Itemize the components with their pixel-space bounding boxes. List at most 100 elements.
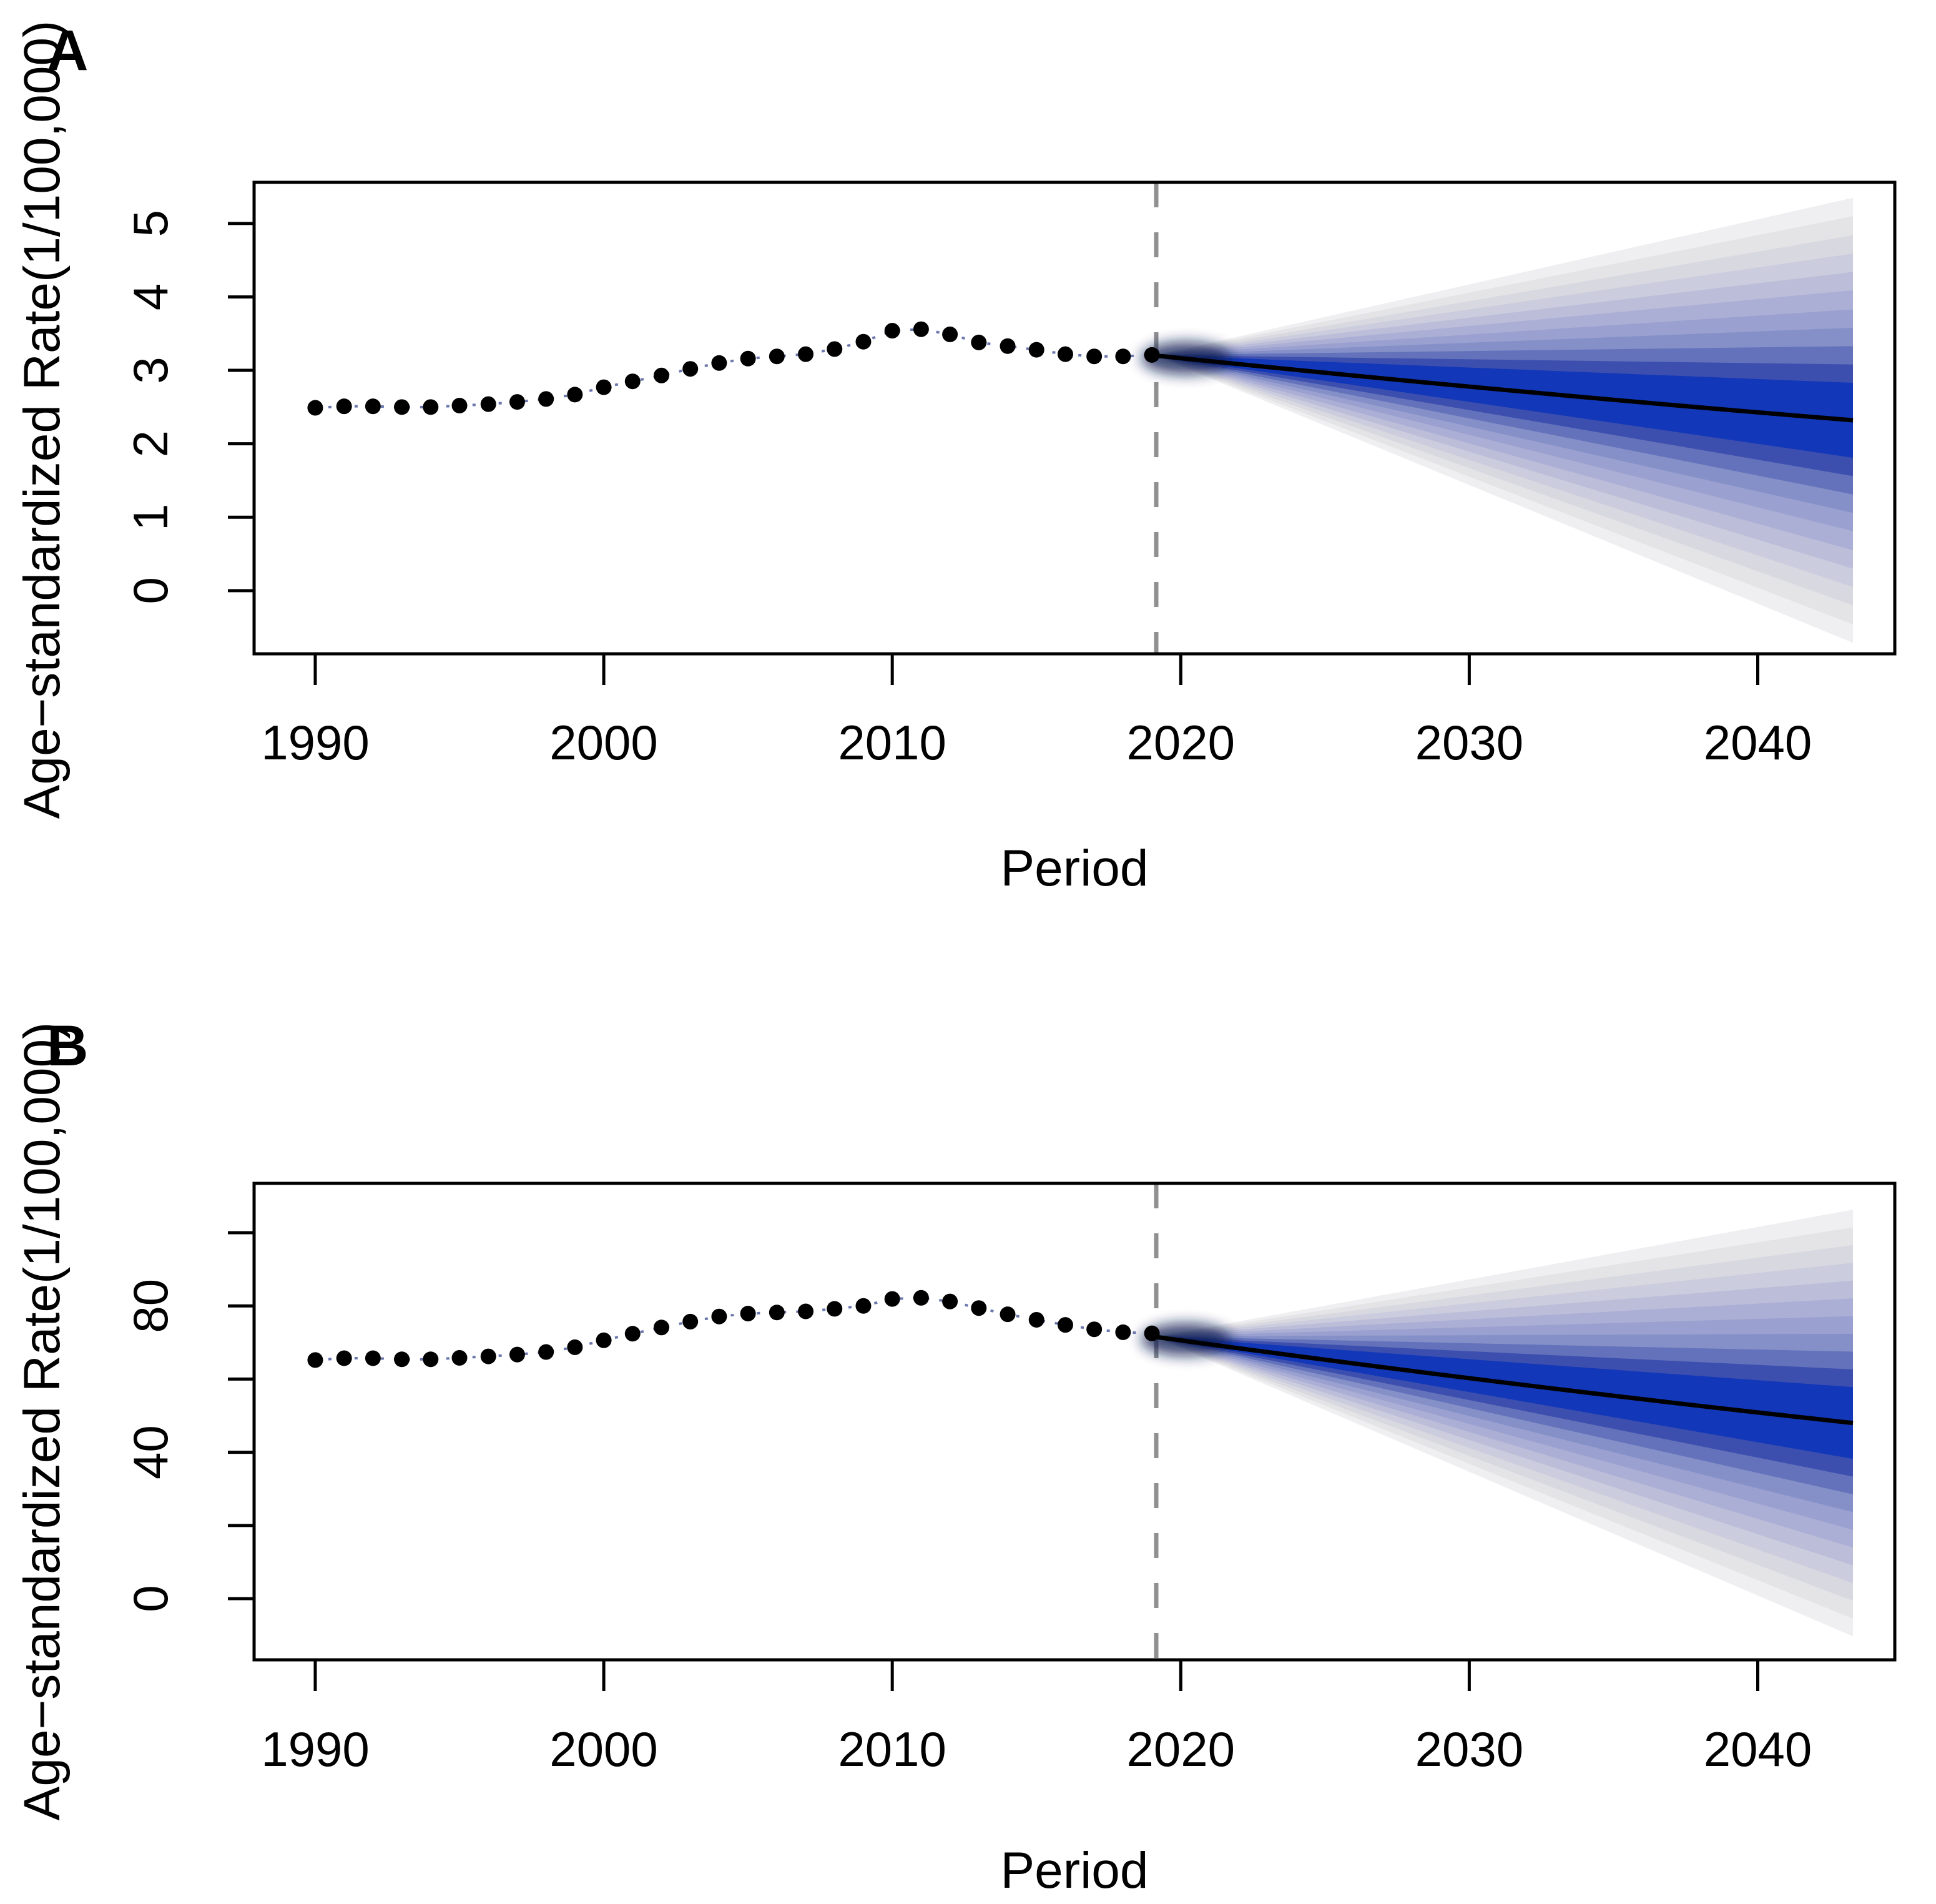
x-tick-label: 2000 <box>549 715 658 770</box>
data-point <box>913 1290 929 1306</box>
data-point <box>596 379 612 395</box>
data-point <box>884 323 900 339</box>
y-tick-label: 1 <box>123 504 178 531</box>
panel-b: B Age−standardized Rate(1/100,000) Perio… <box>14 1014 1897 1899</box>
data-point <box>711 355 727 371</box>
y-tick-label: 0 <box>123 1585 178 1612</box>
plot-box <box>252 1181 1897 1662</box>
data-point <box>798 1303 814 1319</box>
data-point <box>538 1344 554 1360</box>
median-projection-line <box>1156 353 1854 423</box>
data-point <box>307 1352 323 1368</box>
data-point <box>971 1300 987 1316</box>
data-point <box>1086 348 1103 365</box>
x-tick-label: 1990 <box>261 1722 370 1777</box>
data-point <box>509 394 525 410</box>
data-point <box>740 1306 756 1322</box>
x-tick-label: 1990 <box>261 715 370 770</box>
x-tick-label: 2010 <box>838 1722 946 1777</box>
data-point <box>365 398 381 415</box>
data-point <box>855 333 872 350</box>
data-point <box>480 1348 496 1364</box>
data-point <box>942 326 958 342</box>
data-point <box>451 1349 468 1366</box>
data-point <box>336 398 352 415</box>
data-point <box>653 367 669 383</box>
data-point <box>1057 346 1073 362</box>
panel-a-label: A <box>47 19 88 82</box>
x-tick-label: 2040 <box>1704 715 1812 770</box>
panel-a-plot-area: 0 1 2 3 4 5 1990 2000 2010 2020 2030 2040 <box>123 180 1897 770</box>
data-point <box>682 1313 699 1329</box>
data-point <box>451 398 468 414</box>
observed-connector-line <box>315 328 1152 410</box>
fan-band <box>1156 355 1853 458</box>
data-point <box>1000 338 1016 354</box>
data-point <box>942 1293 958 1310</box>
panel-a-x-axis-title: Period <box>1000 840 1148 897</box>
x-tick-label: 2020 <box>1127 1722 1236 1777</box>
data-point <box>1057 1317 1073 1333</box>
data-point <box>653 1319 669 1336</box>
data-point <box>596 1332 612 1348</box>
panel-b-plot-area: 0 40 80 1990 2000 2010 2020 2030 2040 <box>123 1181 1897 1777</box>
data-point <box>365 1350 381 1366</box>
data-point <box>740 350 756 367</box>
panel-a: A Age−standardized Rate(1/100,000) Perio… <box>14 19 1897 897</box>
data-point <box>827 1301 843 1317</box>
data-point <box>769 1305 785 1321</box>
panel-b-y-axis-title: Age−standardized Rate(1/100,000) <box>14 1022 71 1821</box>
panel-b-label: B <box>47 1014 88 1078</box>
plot-box <box>252 180 1897 656</box>
data-point <box>711 1308 727 1324</box>
median-projection-line <box>1156 1334 1854 1426</box>
data-point <box>1028 1311 1044 1328</box>
data-point <box>509 1346 525 1363</box>
data-point <box>567 387 583 403</box>
x-tick-label: 2010 <box>838 715 946 770</box>
data-point <box>423 1351 439 1368</box>
data-point <box>971 334 987 350</box>
data-point <box>336 1350 352 1366</box>
data-point <box>394 399 410 415</box>
y-tick-label: 4 <box>123 284 178 310</box>
y-tick-label: 5 <box>123 210 178 237</box>
data-point <box>567 1339 583 1355</box>
data-point <box>624 373 641 390</box>
x-tick-label: 2030 <box>1415 715 1524 770</box>
data-point <box>827 341 843 357</box>
data-point <box>1144 1325 1160 1341</box>
data-point <box>1028 342 1044 358</box>
data-point <box>1115 1324 1131 1340</box>
y-tick-label: 0 <box>123 577 178 604</box>
data-point <box>394 1351 410 1368</box>
data-point <box>913 321 929 337</box>
panel-b-x-axis-title: Period <box>1000 1842 1148 1899</box>
data-point <box>624 1326 641 1342</box>
x-tick-label: 2030 <box>1415 1722 1524 1777</box>
fan-band <box>1156 1336 1853 1459</box>
data-point <box>1000 1306 1016 1323</box>
data-point <box>538 391 554 407</box>
y-tick-label: 2 <box>123 430 178 457</box>
y-tick-label: 40 <box>123 1425 178 1479</box>
data-point <box>1115 348 1131 365</box>
data-point <box>480 396 496 412</box>
data-point <box>798 346 814 362</box>
y-tick-label: 80 <box>123 1279 178 1333</box>
x-tick-label: 2000 <box>549 1722 658 1777</box>
data-point <box>884 1291 900 1307</box>
x-tick-label: 2040 <box>1704 1722 1812 1777</box>
data-point <box>682 361 699 377</box>
x-tick-label: 2020 <box>1127 715 1236 770</box>
y-tick-label: 3 <box>123 357 178 383</box>
data-point <box>855 1298 872 1314</box>
panel-a-y-axis-title: Age−standardized Rate(1/100,000) <box>14 21 71 819</box>
data-point <box>1144 347 1160 363</box>
data-point <box>423 399 439 415</box>
fan-band <box>1156 1336 1853 1477</box>
observed-connector-line <box>315 1296 1152 1361</box>
data-point <box>769 348 785 365</box>
